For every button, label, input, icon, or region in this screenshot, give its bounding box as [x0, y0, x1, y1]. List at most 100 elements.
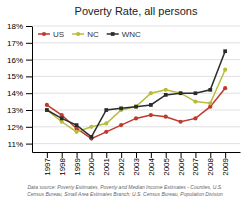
y-tick-label: 12%: [7, 123, 23, 132]
tick-mark: [121, 152, 122, 158]
point: [164, 93, 168, 97]
tick-mark: [26, 93, 32, 94]
point: [193, 99, 197, 103]
point: [223, 68, 227, 72]
y-tick: 17%: [7, 39, 32, 48]
y-tick: 18%: [7, 22, 32, 31]
tick-mark: [26, 26, 32, 27]
tick-mark: [26, 76, 32, 77]
annotation-line: Data source: Poverty Estimates, Poverty …: [27, 184, 222, 190]
legend-marker: [42, 32, 46, 36]
tick-mark: [91, 152, 92, 158]
plot-area: 1997199819992000200120022003200420052006…: [7, 22, 241, 176]
tick-mark: [26, 127, 32, 128]
x-tick: 2005: [162, 152, 171, 176]
tick-mark: [26, 43, 32, 44]
x-tick: 2001: [102, 152, 111, 176]
grid-line: [32, 110, 240, 111]
x-tick-label: 2001: [102, 157, 111, 175]
y-tick: 11%: [8, 140, 32, 149]
point: [104, 108, 108, 112]
x-tick: 1997: [43, 152, 52, 176]
point: [60, 113, 64, 117]
series-layer: [45, 49, 228, 140]
point: [45, 108, 49, 112]
x-tick-label: 1999: [73, 157, 82, 175]
chart: 1997199819992000200120022003200420052006…: [0, 0, 250, 200]
legend-label: WNC: [122, 30, 141, 39]
tick-mark: [195, 152, 196, 158]
legend-item: WNC: [107, 30, 141, 39]
tick-mark: [210, 152, 211, 158]
x-tick: 2009: [221, 152, 230, 176]
tick-mark: [181, 152, 182, 158]
point: [194, 91, 198, 95]
x-tick: 2007: [191, 152, 200, 176]
series: [45, 49, 227, 138]
point: [179, 91, 183, 95]
x-tick-label: 2006: [177, 157, 186, 175]
tick-mark: [47, 152, 48, 158]
tick-mark: [26, 110, 32, 111]
line: [47, 88, 225, 138]
title: Poverty Rate, all persons: [75, 5, 198, 17]
x-tick-label: 2002: [117, 157, 126, 175]
x-tick-label: 2008: [206, 157, 215, 175]
x-tick-label: 2009: [221, 157, 230, 175]
point: [223, 86, 227, 90]
grid-line: [32, 126, 240, 127]
point: [164, 115, 168, 119]
point: [178, 120, 182, 124]
point: [134, 105, 138, 109]
x-tick-label: 2007: [191, 157, 200, 175]
tick-mark: [225, 152, 226, 158]
x-tick-label: 2004: [147, 157, 156, 175]
x-tick: 2000: [87, 152, 96, 176]
annotation-line: Census Bureau, Small Area Estimates Bran…: [27, 191, 223, 197]
point: [89, 125, 93, 129]
grid-line: [32, 26, 240, 27]
point: [208, 88, 212, 92]
grid-line: [32, 42, 240, 43]
x-tick: 2008: [206, 152, 215, 176]
legend-marker: [111, 32, 115, 36]
line: [47, 51, 225, 137]
grid-line: [32, 76, 240, 77]
point: [149, 113, 153, 117]
point: [178, 91, 182, 95]
tick-mark: [166, 152, 167, 158]
grid-line: [32, 59, 240, 60]
tick-mark: [106, 152, 107, 158]
grid-line: [32, 93, 240, 94]
y-axis-line: [32, 27, 33, 153]
x-axis: 1997199819992000200120022003200420052006…: [33, 152, 241, 176]
legend-item: NC: [72, 30, 99, 39]
point: [134, 116, 138, 120]
y-axis: 11% 12% 13% 14% 15% 16% 17% 18%: [7, 22, 33, 152]
tick-mark: [151, 152, 152, 158]
point: [208, 101, 212, 105]
tick-mark: [77, 152, 78, 158]
point: [193, 116, 197, 120]
series: [45, 68, 228, 134]
y-tick-label: 18%: [7, 22, 23, 31]
x-tick-label: 2005: [162, 157, 171, 175]
point: [134, 105, 138, 109]
y-tick: 14%: [7, 89, 32, 98]
point: [60, 117, 64, 121]
point: [90, 135, 94, 139]
y-tick-label: 15%: [7, 72, 23, 81]
grid: [32, 26, 240, 144]
y-tick: 13%: [7, 106, 32, 115]
point: [45, 108, 49, 112]
y-tick-label: 17%: [7, 39, 23, 48]
y-tick-label: 16%: [7, 56, 23, 65]
series: [45, 86, 228, 141]
tick-mark: [26, 60, 32, 61]
point: [75, 123, 79, 127]
x-tick-label: 2000: [87, 157, 96, 175]
y-tick-label: 14%: [7, 89, 23, 98]
tick-mark: [136, 152, 137, 158]
grid-line: [32, 143, 240, 144]
x-tick-label: 1998: [58, 157, 67, 175]
